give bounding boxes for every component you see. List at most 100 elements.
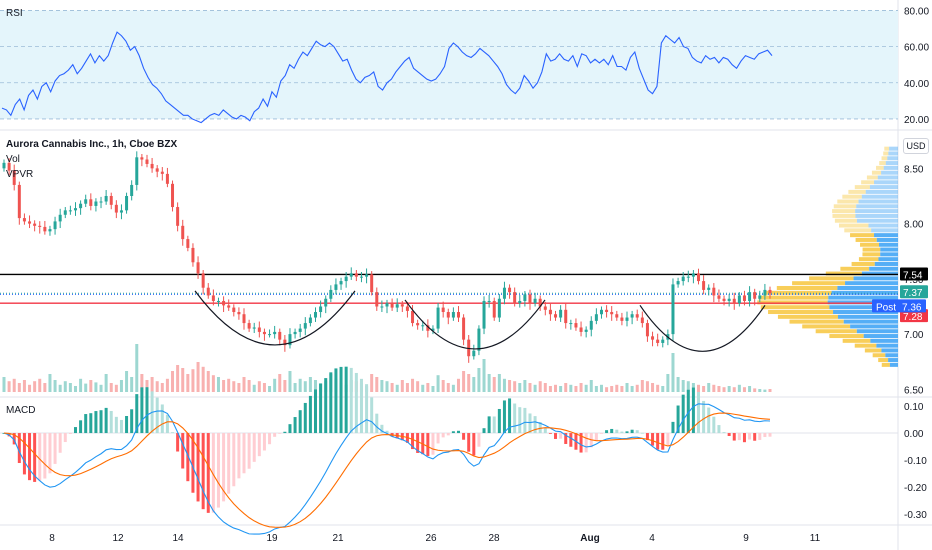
macd-histogram-bar [599,433,603,434]
volume-bar [451,384,455,392]
macd-histogram-bar [446,433,450,436]
macd-tick-label: -0.20 [904,483,927,494]
volume-bar [247,380,251,392]
macd-histogram-bar [324,378,328,434]
price-tick-label: 7.00 [904,330,924,341]
vpvr-up-bar [842,338,871,343]
volume-bar [268,386,272,392]
currency-badge[interactable]: USD [903,138,929,154]
candle-body [165,173,169,184]
vpvr-up-bar [854,343,877,348]
volume-indicator-label[interactable]: Vol [6,154,20,165]
volume-bar [416,381,420,392]
macd-histogram-bar [349,367,353,434]
volume-bar [487,374,491,392]
candle-body [436,307,440,329]
macd-histogram-bar [247,433,251,469]
volume-bar [645,381,649,392]
price-tag-label: 7.37 [903,288,923,299]
volume-bar [584,384,588,392]
candle-body [160,171,164,174]
macd-histogram-bar [737,433,741,441]
macd-histogram-bar [43,433,47,479]
macd-tick-label: -0.10 [904,456,927,467]
volume-bar [753,388,757,392]
candle-body [492,300,496,318]
candle-body [559,309,563,318]
volume-bar [599,384,603,392]
volume-bar [196,362,200,392]
candle-body [17,184,21,219]
macd-histogram-bar [33,433,37,482]
volume-bar [89,380,93,392]
macd-histogram-bar [314,389,318,434]
macd-histogram-bar [758,433,762,440]
volume-bar [681,380,685,392]
macd-histogram-bar [768,433,772,437]
volume-bar [273,378,277,392]
vpvr-indicator-label[interactable]: VPVR [6,169,34,180]
volume-bar [73,386,77,392]
candle-body [564,309,568,324]
vpvr-down-bar [855,213,898,218]
candle-body [319,306,323,313]
volume-bar [28,384,32,392]
candle-body [125,195,129,211]
macd-histogram-bar [227,433,231,494]
candle-body [707,287,711,290]
volume-bar [768,389,772,392]
time-axis-tick-label: 21 [332,533,344,544]
macd-histogram-bar [661,433,665,450]
candle-body [89,199,93,206]
volume-bar [140,374,144,392]
vpvr-up-bar [802,324,851,329]
volume-bar [53,380,57,392]
macd-histogram-bar [569,433,573,447]
macd-histogram-bar [278,433,282,434]
candle-body [344,276,348,282]
macd-histogram-bar [594,433,598,441]
candle-body [365,274,369,277]
vpvr-down-bar [885,353,898,358]
vpvr-up-bar [884,146,890,151]
volume-bar [528,383,532,392]
candle-body [671,284,675,335]
volume-bar [605,387,609,392]
volume-bar [482,359,486,392]
candle-body [620,317,624,321]
candle-body [79,203,83,209]
macd-histogram-bar [211,433,215,513]
candle-body [763,289,767,296]
vpvr-down-bar [837,314,898,319]
vpvr-up-bar [883,151,889,156]
candle-body [380,306,384,308]
macd-histogram-bar [176,433,180,452]
volume-bar [462,371,466,392]
rsi-label: RSI [6,8,23,19]
candle-body [354,273,358,277]
vpvr-up-bar [844,228,872,233]
chart-title: Aurora Cannabis Inc., 1h, Cboe BZX [6,139,178,150]
candle-body [462,317,466,340]
macd-signal-line [3,412,771,528]
volume-bar [68,383,72,392]
volume-bar [79,378,83,392]
candle-body [456,312,460,318]
time-axis-tick-label: Aug [580,533,599,544]
macd-histogram-bar [17,433,21,464]
macd-histogram-bar [79,420,83,434]
macd-histogram-bar [319,383,323,434]
time-axis-tick-label: 26 [425,533,437,544]
volume-bar [625,383,629,392]
macd-histogram-bar [681,394,685,434]
candle-body [150,163,154,169]
volume-bar [446,383,450,392]
macd-histogram-bar [354,372,358,434]
volume-bar [732,387,736,392]
volume-bar [421,384,425,392]
candle-body [610,312,614,315]
macd-histogram-bar [610,428,614,434]
volume-bar [232,381,236,392]
macd-histogram-bar [702,400,706,434]
